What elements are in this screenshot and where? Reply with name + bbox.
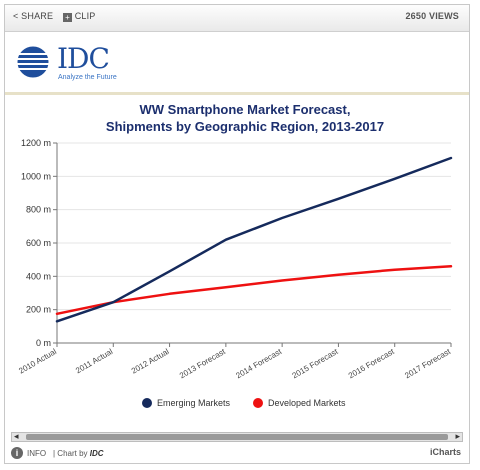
footer: i INFO | Chart by IDC iCharts	[5, 445, 469, 463]
info-label[interactable]: INFO	[27, 449, 47, 458]
provider-logo: iCharts	[429, 447, 461, 457]
globe-icon	[16, 45, 50, 79]
x-tick-label: 2011 Actual	[74, 347, 114, 376]
toolbar: < SHARE + CLIP 2650 VIEWS	[5, 5, 469, 32]
x-tick-label: 2017 Forecast	[403, 347, 452, 381]
series-line-emerging[interactable]	[55, 156, 453, 323]
legend-label: Developed Markets	[268, 398, 346, 408]
chart-credit: | Chart by IDC	[53, 449, 104, 458]
plus-box-icon: +	[63, 13, 72, 22]
share-icon: <	[13, 11, 19, 21]
chart-subtitle: Shipments by Geographic Region, 2013-201…	[106, 119, 384, 134]
x-tick-label: 2016 Forecast	[347, 347, 396, 381]
y-tick-label: 600 m	[26, 238, 51, 248]
x-tick-label: 2012 Actual	[130, 347, 171, 376]
logo-tagline: Analyze the Future	[58, 74, 117, 81]
series-line-developed[interactable]	[55, 265, 453, 316]
y-tick-label: 400 m	[26, 271, 51, 281]
chart-credit-prefix: | Chart by	[53, 449, 88, 458]
y-tick-label: 1200 m	[21, 138, 51, 148]
y-tick-label: 200 m	[26, 305, 51, 315]
clip-button[interactable]: + CLIP	[63, 11, 96, 22]
x-tick-label: 2013 Forecast	[178, 347, 227, 381]
legend-marker	[142, 398, 152, 408]
chart-widget: < SHARE + CLIP 2650 VIEWS IDC Analyze th…	[4, 4, 470, 464]
chart-credit-brand: IDC	[89, 449, 104, 458]
y-tick-label: 0 m	[36, 338, 51, 348]
x-tick-label: 2015 Forecast	[291, 347, 340, 381]
x-tick-label: 2014 Forecast	[234, 347, 283, 381]
clip-label: CLIP	[74, 11, 96, 21]
y-tick-label: 800 m	[26, 205, 51, 215]
legend-label: Emerging Markets	[157, 398, 231, 408]
share-button[interactable]: < SHARE	[13, 11, 53, 21]
legend-marker	[253, 398, 263, 408]
horizontal-scrollbar[interactable]: ◂ ▸	[11, 431, 463, 442]
legend-item-emerging[interactable]: Emerging Markets	[142, 398, 231, 408]
line-chart: WW Smartphone Market Forecast, Shipments…	[17, 102, 453, 408]
views-count: 2650 VIEWS	[405, 11, 459, 21]
scroll-right-arrow-icon[interactable]: ▸	[455, 431, 460, 441]
scrollbar-thumb[interactable]	[26, 434, 448, 440]
share-label: SHARE	[21, 11, 54, 21]
y-tick-label: 1000 m	[21, 171, 51, 181]
info-icon[interactable]: i	[11, 447, 23, 459]
logo-text: IDC	[57, 42, 110, 75]
chart-title: WW Smartphone Market Forecast,	[140, 102, 351, 117]
logo-banner: IDC Analyze the Future	[5, 32, 469, 95]
legend-item-developed[interactable]: Developed Markets	[253, 398, 346, 408]
scroll-left-arrow-icon[interactable]: ◂	[14, 431, 19, 441]
x-tick-label: 2010 Actual	[17, 347, 58, 376]
